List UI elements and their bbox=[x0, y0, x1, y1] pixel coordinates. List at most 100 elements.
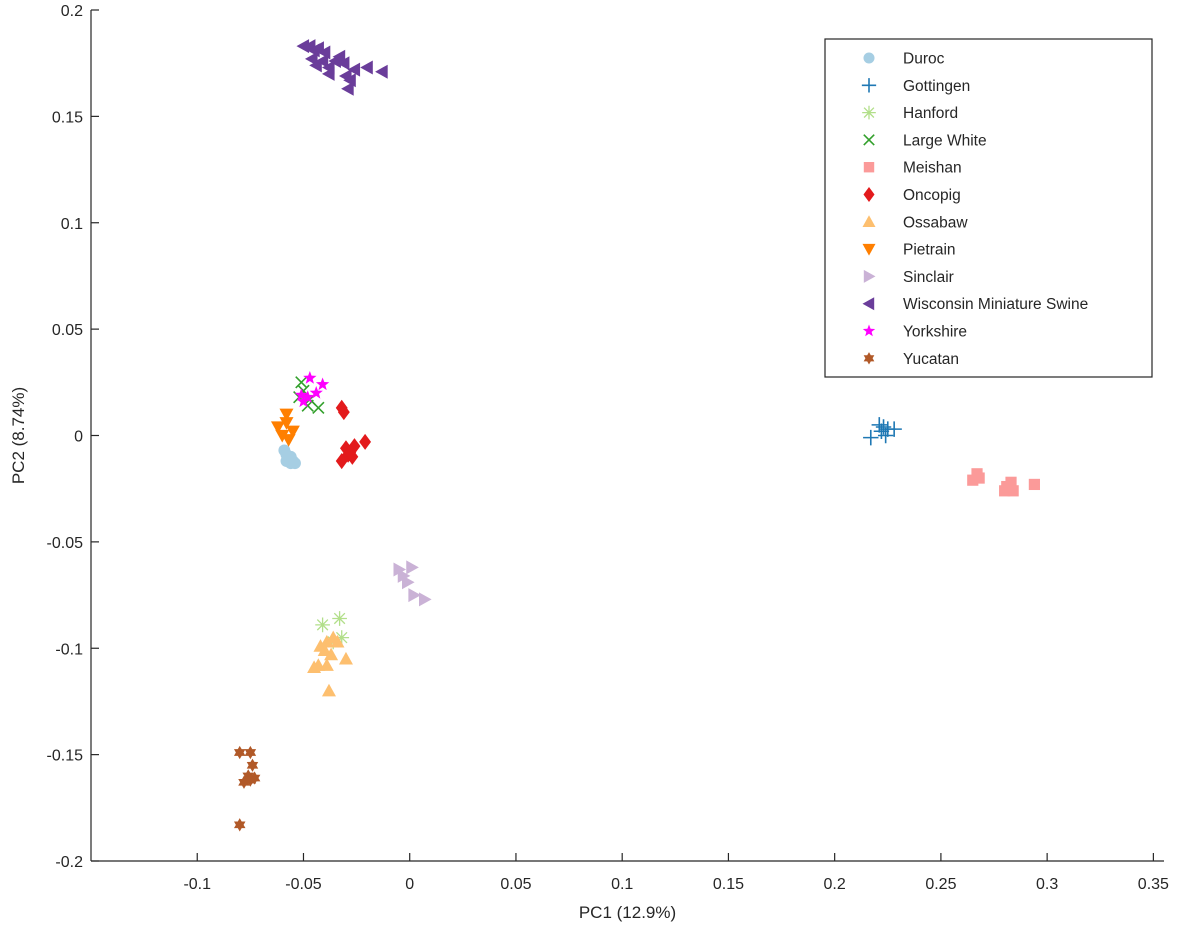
series-duroc bbox=[278, 444, 301, 470]
plot-area bbox=[233, 39, 1040, 832]
data-point bbox=[871, 417, 887, 433]
data-point bbox=[321, 683, 336, 697]
x-tick-label: -0.05 bbox=[285, 876, 322, 893]
data-point bbox=[1028, 478, 1040, 491]
legend-item: Hanford bbox=[862, 105, 958, 122]
x-tick-label: 0.05 bbox=[500, 876, 531, 893]
legend-marker bbox=[863, 352, 875, 365]
legend-marker bbox=[863, 134, 875, 146]
legend-item: Yucatan bbox=[863, 351, 959, 368]
legend-marker bbox=[862, 105, 876, 120]
legend-label: Yucatan bbox=[903, 351, 959, 368]
legend-marker bbox=[863, 187, 875, 202]
data-point bbox=[401, 575, 415, 590]
data-point bbox=[246, 758, 259, 772]
data-point bbox=[875, 419, 892, 435]
data-point bbox=[312, 401, 325, 415]
data-point bbox=[315, 617, 330, 633]
legend-marker bbox=[863, 52, 875, 64]
legend-item: Large White bbox=[863, 132, 987, 149]
data-point bbox=[336, 56, 350, 71]
data-point bbox=[973, 472, 985, 484]
legend-marker bbox=[862, 243, 876, 256]
legend-marker bbox=[861, 78, 877, 93]
legend-label: Ossabaw bbox=[903, 214, 968, 231]
data-point bbox=[360, 60, 373, 75]
x-tick-label: 0.1 bbox=[611, 876, 633, 893]
legend-marker bbox=[862, 215, 876, 227]
data-point bbox=[406, 560, 419, 575]
x-tick-label: 0.15 bbox=[713, 876, 744, 893]
data-point bbox=[284, 450, 297, 463]
y-tick-label: -0.05 bbox=[47, 535, 84, 552]
data-point bbox=[408, 588, 421, 603]
data-point bbox=[359, 433, 372, 450]
data-point bbox=[347, 62, 361, 77]
legend-item: Oncopig bbox=[863, 187, 961, 204]
data-point bbox=[1001, 480, 1013, 493]
y-tick-label: -0.1 bbox=[55, 641, 83, 658]
series-pietrain bbox=[270, 408, 300, 447]
legend-item: Meishan bbox=[863, 160, 962, 177]
data-point bbox=[967, 474, 979, 486]
data-point bbox=[324, 647, 339, 661]
series-gottingen bbox=[863, 417, 902, 446]
x-tick-label: 0.2 bbox=[824, 876, 846, 893]
x-tick-label: 0.3 bbox=[1036, 876, 1058, 893]
legend-label: Large White bbox=[903, 132, 987, 149]
legend-item: Sinclair bbox=[863, 269, 954, 286]
y-tick-label: -0.2 bbox=[55, 854, 83, 871]
data-point bbox=[1007, 485, 1019, 497]
y-axis-ticks: -0.2 -0.15 -0.1 -0.05 0 0.05 0.1 0.15 0.2 bbox=[47, 3, 99, 871]
y-tick-label: 0.05 bbox=[52, 322, 83, 339]
x-tick-label: 0 bbox=[405, 876, 414, 893]
data-point bbox=[309, 385, 323, 399]
legend-label: Hanford bbox=[903, 105, 958, 122]
data-point bbox=[285, 425, 300, 439]
data-point bbox=[338, 651, 353, 665]
data-point bbox=[341, 81, 354, 96]
x-tick-label: 0.25 bbox=[925, 876, 956, 893]
data-point bbox=[233, 745, 246, 760]
legend-marker bbox=[862, 324, 876, 337]
series-yorkshire bbox=[294, 371, 330, 408]
legend-item: Yorkshire bbox=[862, 324, 967, 341]
legend-marker bbox=[863, 269, 876, 283]
legend-label: Duroc bbox=[903, 51, 945, 68]
legend-label: Meishan bbox=[903, 160, 962, 177]
data-point bbox=[344, 444, 357, 461]
data-point bbox=[334, 630, 350, 645]
data-point bbox=[233, 818, 246, 832]
series-meishan bbox=[967, 468, 1040, 497]
data-point bbox=[315, 377, 330, 391]
y-tick-label: 0.1 bbox=[61, 216, 83, 233]
series-oncopig bbox=[335, 399, 372, 470]
data-point bbox=[877, 427, 894, 444]
data-point bbox=[275, 429, 290, 443]
legend-item: Duroc bbox=[863, 51, 945, 68]
legend-label: Yorkshire bbox=[903, 324, 967, 341]
data-point bbox=[319, 634, 334, 648]
series-ossabaw bbox=[307, 630, 353, 697]
data-point bbox=[332, 611, 347, 626]
data-point bbox=[418, 592, 432, 607]
y-tick-label: -0.15 bbox=[47, 748, 84, 765]
legend-label: Wisconsin Miniature Swine bbox=[903, 296, 1088, 313]
data-point bbox=[270, 421, 285, 434]
data-point bbox=[337, 404, 350, 421]
x-axis-title: PC1 (12.9%) bbox=[579, 903, 676, 922]
y-tick-label: 0.15 bbox=[52, 109, 83, 126]
series-yucatan bbox=[233, 745, 261, 832]
y-axis-title: PC2 (8.74%) bbox=[9, 387, 28, 484]
data-point bbox=[397, 568, 411, 583]
x-axis-ticks: -0.1 -0.05 0 0.05 0.1 0.15 0.2 0.25 0.3 0.35 bbox=[183, 853, 1169, 893]
data-point bbox=[886, 421, 902, 437]
data-point bbox=[375, 64, 388, 79]
data-point bbox=[279, 417, 294, 430]
legend: Duroc Gottingen Hanford Large White Meishan O… bbox=[824, 38, 1153, 378]
legend-item: Pietrain bbox=[862, 242, 956, 259]
y-tick-label: 0 bbox=[74, 429, 83, 446]
x-tick-label: 0.35 bbox=[1138, 876, 1169, 893]
legend-marker bbox=[863, 162, 875, 173]
legend-item: Wisconsin Miniature Swine bbox=[862, 296, 1088, 313]
